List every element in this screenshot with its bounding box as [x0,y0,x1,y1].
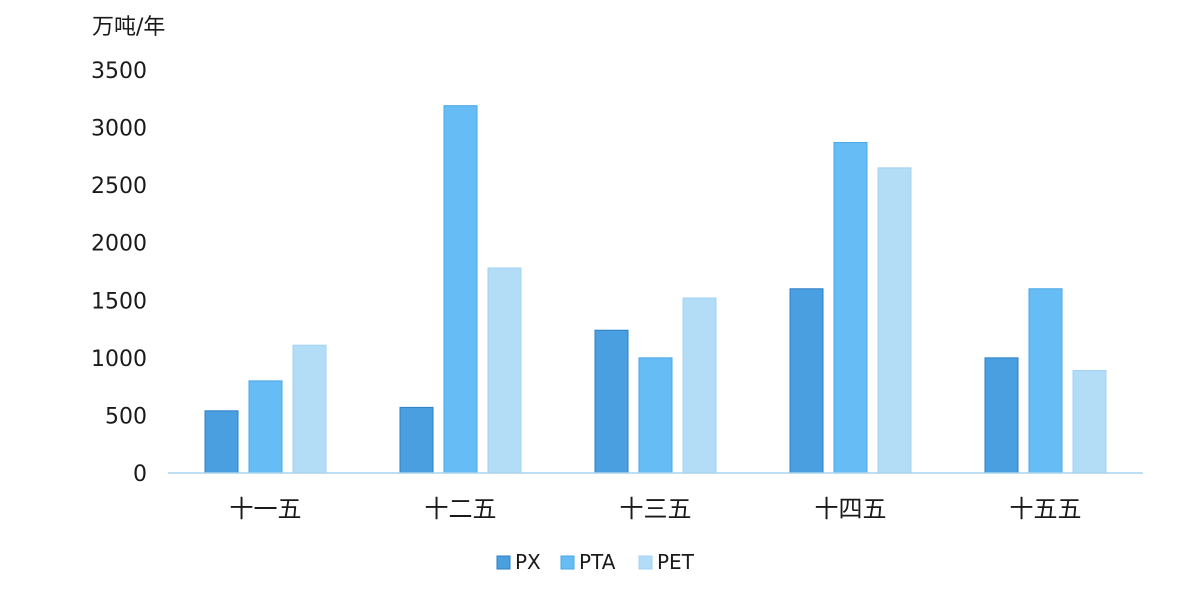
x-axis-ticks: 十一五 十二五 十三五 十四五 十五五 [230,495,1082,523]
legend-swatch-px [496,555,511,570]
bar-pet-2 [682,297,717,474]
legend-swatch-pet [638,555,653,570]
bar-series [204,105,1107,474]
bar-pta-3 [833,142,868,474]
bar-px-1 [399,406,434,474]
x-tick-label: 十二五 [425,495,497,523]
legend-label-pta: PTA [579,550,616,574]
y-tick-label: 2500 [91,174,147,199]
bar-pta-2 [638,357,673,474]
x-tick-label: 十一五 [230,495,302,523]
bar-pet-3 [877,167,912,474]
y-unit-label: 万吨/年 [92,15,165,40]
bar-px-0 [204,410,239,474]
x-tick-label: 十三五 [620,495,692,523]
bar-px-2 [594,329,629,474]
x-tick-label: 十五五 [1010,495,1082,523]
legend-label-pet: PET [657,550,695,574]
y-tick-label: 500 [105,404,147,429]
y-tick-label: 3500 [91,59,147,84]
bar-pta-4 [1028,288,1063,474]
bar-pet-1 [487,267,522,474]
y-tick-label: 0 [133,462,147,487]
y-tick-label: 1500 [91,289,147,314]
y-axis-ticks: 0 500 1000 1500 2000 2500 3000 3500 [91,59,147,487]
y-tick-label: 1000 [91,347,147,372]
bar-pet-4 [1072,370,1107,474]
x-tick-label: 十四五 [815,495,887,523]
bar-px-3 [789,288,824,474]
legend-label-px: PX [515,550,541,574]
legend-swatch-pta [560,555,575,570]
legend: PX PTA PET [496,550,695,574]
y-tick-label: 3000 [91,117,147,142]
bar-pta-0 [248,380,283,474]
y-tick-label: 2000 [91,232,147,257]
bar-px-4 [984,357,1019,474]
bar-pta-1 [443,105,478,474]
bar-pet-0 [292,344,327,474]
